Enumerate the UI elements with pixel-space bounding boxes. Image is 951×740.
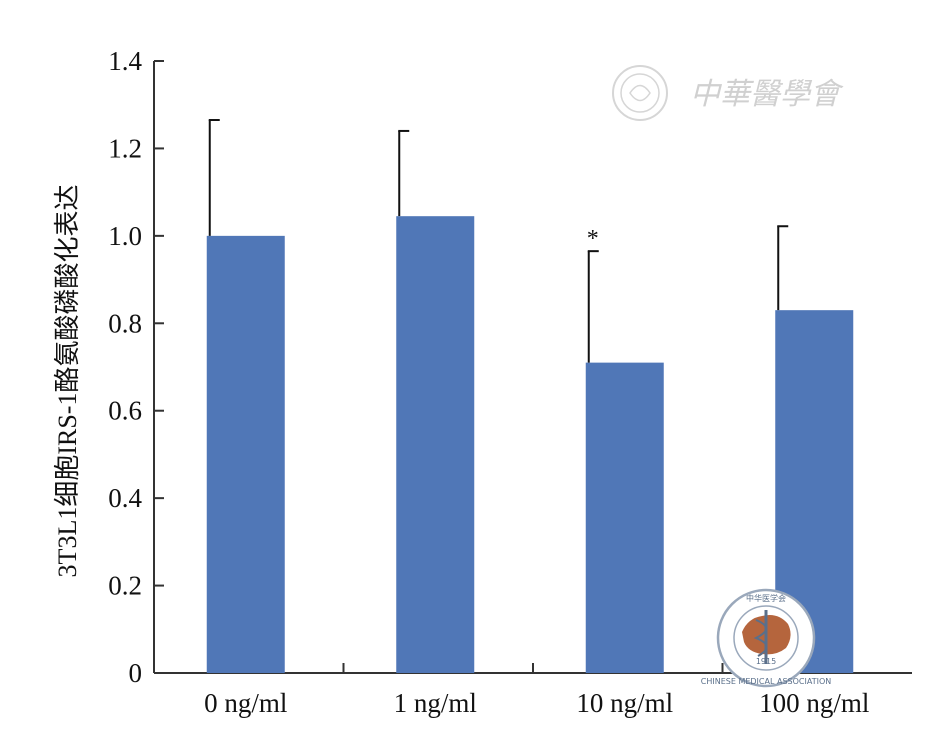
y-tick-label: 0.6 [108, 396, 142, 426]
seal-english: CHINESE MEDICAL ASSOCIATION [701, 677, 831, 686]
seal-chars: 中华医学会 [746, 593, 786, 603]
association-seal: 1915 中华医学会 CHINESE MEDICAL ASSOCIATION [701, 588, 831, 688]
y-tick-label: 0 [129, 658, 143, 688]
x-tick-label: 1 ng/ml [394, 688, 477, 718]
x-tick-label: 100 ng/ml [759, 688, 869, 718]
significance-marks: * [587, 226, 599, 252]
seal-year: 1915 [756, 657, 776, 666]
y-tick-label: 0.4 [108, 483, 142, 513]
watermark-text: 中華醫學會 [690, 77, 844, 112]
seal-emblem-icon [716, 588, 816, 688]
bar [206, 235, 285, 673]
y-axis: 0 0.2 0.4 0.6 0.8 1.0 1.2 1.4 [108, 46, 164, 688]
x-tick-label: 10 ng/ml [576, 688, 673, 718]
bar [585, 362, 664, 673]
y-tick-label: 1.0 [108, 221, 142, 251]
significance-mark: * [587, 226, 599, 252]
bar [396, 216, 475, 673]
bars [206, 216, 854, 673]
y-tick-label: 1.2 [108, 133, 142, 163]
y-tick-label: 0.8 [108, 308, 142, 338]
y-tick-label: 1.4 [108, 46, 142, 76]
x-tick-label: 0 ng/ml [204, 688, 287, 718]
watermark: 中華醫學會 [612, 65, 844, 121]
y-tick-label: 0.2 [108, 571, 142, 601]
y-axis-label: 3T3L1细胞IRS-1酪氨酸磷酸化表达 [53, 185, 82, 578]
error-bars [208, 119, 789, 363]
category-labels: 0 ng/ml 1 ng/ml 10 ng/ml 100 ng/ml [204, 688, 869, 718]
watermark-seal-icon [612, 65, 668, 121]
y-ticks: 0 0.2 0.4 0.6 0.8 1.0 1.2 1.4 [108, 46, 164, 688]
x-ticks [342, 663, 724, 673]
